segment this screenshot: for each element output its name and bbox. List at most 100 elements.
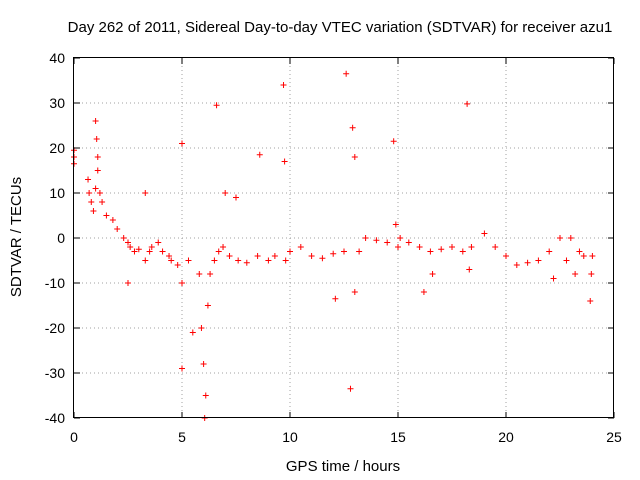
data-point — [587, 298, 594, 304]
data-point — [287, 248, 293, 255]
data-point — [135, 246, 142, 253]
data-points — [71, 70, 596, 421]
y-tick-label: 10 — [49, 185, 65, 201]
data-point — [466, 266, 473, 273]
y-tick-label: -20 — [45, 320, 65, 336]
data-point — [464, 100, 471, 107]
data-point — [204, 302, 211, 309]
data-point — [155, 239, 162, 246]
data-point — [256, 151, 263, 158]
data-point — [341, 248, 347, 255]
data-point — [196, 271, 203, 277]
data-point — [243, 259, 250, 266]
data-point — [392, 221, 399, 228]
data-point — [438, 246, 445, 253]
data-point — [351, 289, 358, 295]
y-axis-label: SDTVAR / TECUs — [8, 177, 25, 297]
x-tick-label: 0 — [70, 429, 78, 445]
data-point — [449, 244, 455, 250]
data-point — [589, 253, 596, 259]
data-point — [546, 248, 553, 255]
data-point — [200, 361, 207, 367]
data-point — [254, 253, 261, 259]
data-point — [94, 154, 101, 160]
data-point — [481, 230, 488, 237]
data-point — [513, 262, 520, 268]
data-point — [397, 235, 404, 241]
data-point — [524, 259, 531, 266]
data-point — [125, 280, 131, 286]
data-point — [159, 248, 166, 255]
data-point — [215, 248, 222, 255]
data-point — [148, 244, 155, 250]
axis-ticks: 0 5 10 15 20 25 -40 -30 -20 -10 0 10 20 30 40 — [45, 50, 622, 445]
data-point — [142, 257, 149, 264]
data-point — [390, 138, 397, 145]
data-point — [567, 235, 574, 241]
data-point — [93, 136, 100, 142]
data-point — [281, 158, 288, 165]
data-point — [198, 325, 205, 331]
y-tick-label: 40 — [49, 50, 65, 66]
data-point — [96, 190, 103, 196]
data-point — [222, 190, 229, 196]
y-tick-label: 20 — [49, 140, 65, 156]
data-point — [459, 248, 466, 255]
data-point — [90, 208, 97, 214]
x-tick-label: 20 — [498, 429, 514, 445]
y-tick-label: 0 — [57, 230, 65, 246]
data-point — [297, 244, 304, 250]
data-point — [557, 235, 563, 241]
data-point — [86, 190, 93, 196]
data-point — [420, 289, 427, 295]
data-point — [213, 102, 220, 109]
data-point — [395, 244, 401, 250]
data-point — [211, 257, 218, 264]
x-tick-label: 10 — [282, 429, 298, 445]
x-tick-label: 25 — [606, 429, 622, 445]
data-point — [319, 255, 326, 262]
y-tick-label: -30 — [45, 365, 65, 381]
data-point — [220, 244, 227, 250]
data-point — [576, 248, 583, 255]
data-point — [427, 248, 434, 255]
data-point — [92, 118, 99, 124]
data-point — [349, 124, 356, 131]
data-point — [233, 194, 239, 201]
data-point — [563, 257, 570, 264]
y-tick-label: 30 — [49, 95, 65, 111]
chart-title: Day 262 of 2011, Sidereal Day-to-day VTE… — [68, 19, 613, 36]
grid-lines — [74, 58, 614, 418]
data-point — [265, 257, 272, 264]
y-tick-label: -10 — [45, 275, 65, 291]
data-point — [179, 365, 185, 372]
data-point — [174, 262, 181, 268]
data-point — [362, 235, 369, 241]
data-point — [580, 253, 587, 259]
data-point — [332, 295, 339, 302]
data-point — [120, 235, 127, 241]
data-point — [588, 271, 595, 277]
data-point — [114, 226, 121, 232]
data-point — [207, 271, 214, 277]
data-point — [103, 212, 110, 219]
data-point — [550, 275, 557, 282]
data-point — [271, 253, 278, 259]
data-point — [146, 248, 153, 255]
data-point — [88, 199, 95, 205]
data-point — [202, 392, 209, 399]
data-point — [226, 253, 233, 259]
data-point — [280, 82, 287, 88]
data-point — [347, 385, 354, 392]
data-point — [127, 244, 134, 250]
data-point — [142, 190, 149, 196]
data-point — [282, 257, 289, 264]
x-axis-label: GPS time / hours — [286, 458, 400, 475]
data-point — [168, 257, 175, 264]
data-point — [94, 167, 101, 174]
x-tick-label: 5 — [178, 429, 186, 445]
data-point — [405, 239, 412, 246]
data-point — [572, 271, 579, 277]
data-point — [235, 257, 242, 264]
